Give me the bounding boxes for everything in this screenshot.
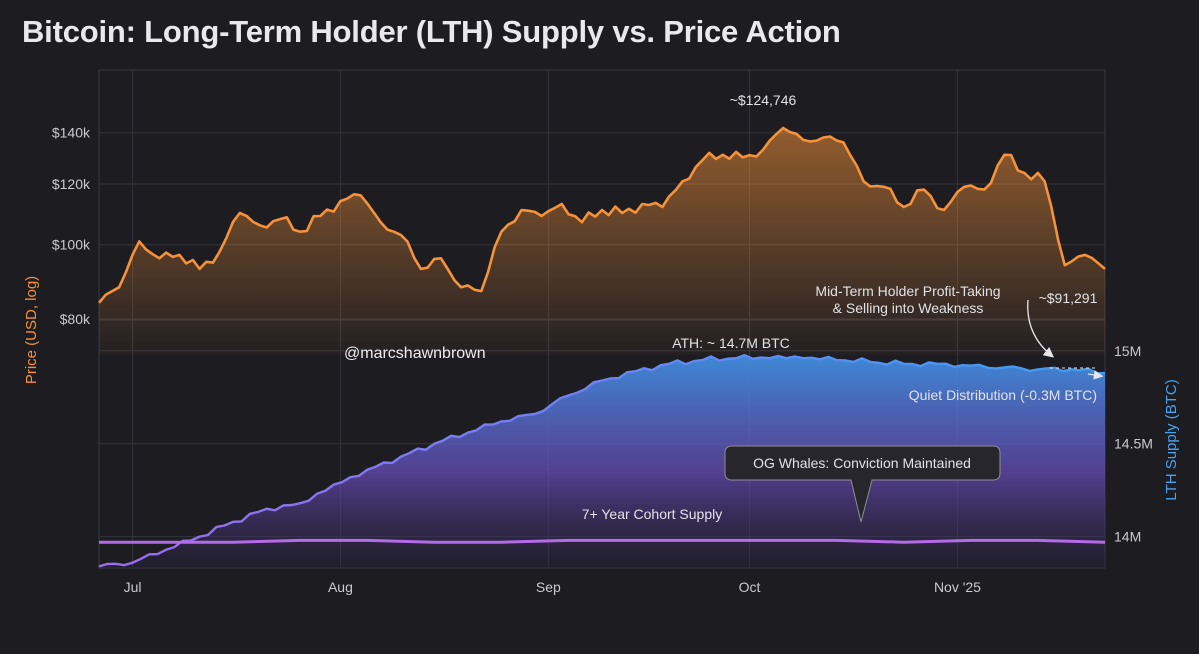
x-tick-label: Sep <box>536 579 561 595</box>
cohort-line <box>99 538 1106 544</box>
distribution-arrow <box>1087 370 1104 380</box>
mth-note-arrow <box>1027 299 1055 358</box>
watermark-handle: @marcshawnbrown <box>344 345 486 362</box>
price-axis-label: Price (USD, log) <box>23 276 40 384</box>
x-axis-ticks: Jul Aug Sep Oct Nov '25 <box>124 579 982 595</box>
price-axis-ticks: $80k $100k $120k $140k <box>52 125 91 327</box>
lth-supply-area <box>99 355 1105 568</box>
price-tick-label: $100k <box>52 237 91 253</box>
lth-axis-ticks: 14M 14.5M 15M <box>1114 343 1153 545</box>
og-whales-callout-text: OG Whales: Conviction Maintained <box>753 455 971 471</box>
lth-tick-label: 14M <box>1114 529 1141 545</box>
lth-axis-label: LTH Supply (BTC) <box>1163 379 1180 500</box>
lth-ath-label: ATH: ~ 14.7M BTC <box>672 335 790 351</box>
chart-title: Bitcoin: Long-Term Holder (LTH) Supply v… <box>22 14 841 49</box>
x-tick-label: Nov '25 <box>934 579 981 595</box>
x-tick-label: Aug <box>328 579 353 595</box>
og-whales-callout: OG Whales: Conviction Maintained <box>724 445 1001 523</box>
price-line <box>98 126 1106 304</box>
mth-note-line1: Mid-Term Holder Profit-Taking <box>815 283 1000 299</box>
lth-supply-line <box>98 353 1106 568</box>
distribution-label: Quiet Distribution (-0.3M BTC) <box>909 387 1097 403</box>
lth-tick-label: 15M <box>1114 343 1141 359</box>
cohort-label: 7+ Year Cohort Supply <box>582 506 723 522</box>
price-area <box>99 128 1105 355</box>
price-peak-label: ~$124,746 <box>730 92 797 108</box>
price-tick-label: $120k <box>52 176 91 192</box>
x-tick-label: Jul <box>124 579 142 595</box>
price-last-label: ~$91,291 <box>1039 290 1098 306</box>
lth-tick-label: 14.5M <box>1114 436 1153 452</box>
x-tick-label: Oct <box>739 579 761 595</box>
price-tick-label: $140k <box>52 125 91 141</box>
mth-note-line2: & Selling into Weakness <box>833 300 984 316</box>
price-tick-label: $80k <box>60 311 91 327</box>
